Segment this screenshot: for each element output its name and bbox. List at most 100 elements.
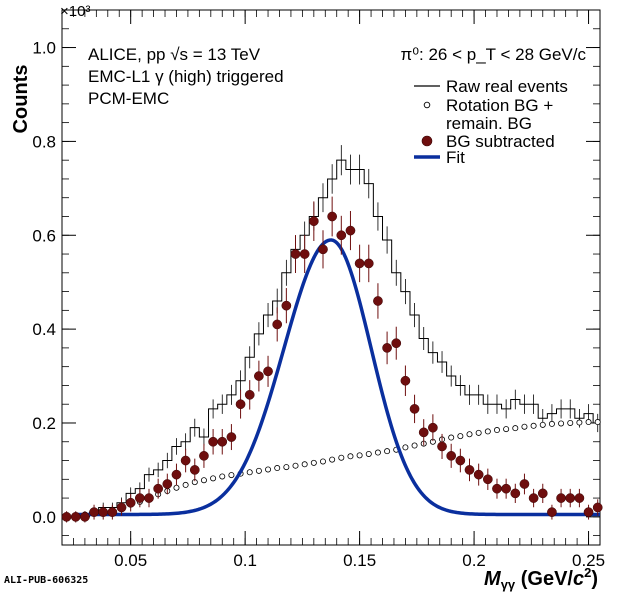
background-point [365, 450, 372, 457]
legend-subtracted-label: BG subtracted [446, 132, 555, 151]
y-tick-label: 0.6 [32, 226, 56, 245]
background-point [466, 431, 473, 438]
background-point [246, 469, 253, 476]
background-point [228, 472, 235, 479]
subtracted-point [134, 493, 145, 503]
subtracted-point [244, 389, 255, 400]
background-point [374, 449, 381, 456]
subtracted-point [574, 493, 585, 503]
subtracted-point [501, 483, 511, 494]
subtracted-point [98, 507, 109, 517]
series-layer [61, 145, 603, 523]
background-point [512, 425, 519, 432]
legend-raw-label: Raw real events [446, 77, 568, 96]
subtracted-point [107, 507, 118, 517]
background-point [384, 448, 391, 455]
subtracted-point [171, 469, 182, 480]
subtracted-point [226, 432, 237, 442]
background-point [594, 419, 601, 426]
legend-bg-open-circle-icon [423, 101, 431, 109]
subtracted-point [199, 450, 209, 461]
subtracted-point [144, 493, 154, 503]
background-point [274, 465, 281, 472]
subtracted-point [382, 343, 392, 353]
subtracted-point [125, 497, 136, 508]
background-point [301, 461, 308, 468]
fit-curve [73, 238, 600, 517]
subtracted-point [61, 511, 72, 522]
subtracted-point [217, 436, 228, 447]
legend-bg-label: Rotation BG + [446, 96, 553, 115]
subtracted-point [464, 465, 475, 475]
background-point [255, 467, 262, 474]
subtracted-point [482, 474, 493, 485]
subtracted-point [327, 211, 337, 222]
subtracted-point [345, 225, 356, 236]
subtracted-point [80, 511, 90, 522]
y-tick-label: 0.2 [32, 414, 56, 433]
background-point [219, 473, 226, 480]
subtracted-point [318, 244, 328, 255]
background-point [448, 434, 455, 441]
subtracted-point [116, 502, 127, 513]
background-point [338, 454, 345, 461]
subtracted-point [70, 511, 81, 522]
subtracted-point [391, 338, 402, 349]
subtracted-point [565, 493, 576, 503]
background-point [530, 422, 537, 429]
background-point [585, 419, 592, 426]
background-point [567, 419, 574, 426]
background-point [521, 423, 528, 430]
background-point [411, 442, 418, 449]
subtracted-point [263, 366, 273, 377]
y-tick-label: 0.8 [32, 132, 56, 151]
subtracted-point [583, 507, 594, 517]
subtracted-point [336, 230, 347, 241]
background-point [457, 433, 464, 440]
background-point [402, 444, 409, 451]
subtracted-point [510, 488, 521, 499]
subtracted-point [473, 469, 484, 480]
background-point [210, 475, 217, 482]
subtracted-point [281, 300, 292, 311]
legend-subtracted-dot-icon [421, 135, 433, 147]
subtracted-point [428, 422, 438, 433]
x-axis-title-m: M [484, 568, 502, 590]
background-point [484, 428, 491, 435]
x-axis-title: Mγγ (GeV/c2) [484, 565, 598, 592]
background-point [548, 420, 555, 427]
subtracted-point [446, 450, 457, 461]
subtracted-point [592, 502, 603, 513]
subtracted-point [528, 493, 539, 503]
y-tick-label: 0.0 [32, 508, 56, 527]
subtracted-point [354, 258, 365, 269]
background-point [539, 421, 546, 428]
x-tick-label: 0.25 [572, 551, 605, 570]
background-point [503, 426, 510, 433]
subtracted-point [180, 455, 191, 466]
subtracted-point [400, 375, 411, 386]
x-axis-title-sup: 2 [584, 565, 591, 580]
y-axis-title: Counts [10, 65, 32, 134]
y-multiplier: ×10³ [60, 3, 90, 20]
raw-events-histogram [62, 159, 600, 518]
axes: 0.05 0.1 0.15 0.2 0.25 0.0 0.2 0.4 0.6 0.8 1.0 [32, 10, 605, 570]
y-tick-label: 1.0 [32, 39, 56, 58]
subtracted-point [162, 479, 173, 489]
x-tick-label: 0.05 [114, 551, 147, 570]
x-axis-title-close: ) [591, 568, 598, 590]
subtracted-point [363, 258, 374, 269]
subtracted-point [235, 399, 246, 410]
background-point [356, 452, 363, 459]
subtracted-point [373, 296, 383, 306]
subtracted-point [418, 427, 429, 438]
subtracted-point [437, 441, 447, 452]
annotation-method: PCM-EMC [88, 89, 169, 108]
legend-fit-label: Fit [446, 148, 465, 167]
subtracted-point [547, 507, 557, 517]
subtracted-point [299, 249, 310, 259]
x-axis-title-unit: (GeV/ [515, 568, 573, 590]
background-point [558, 420, 565, 427]
background-point [493, 427, 500, 434]
